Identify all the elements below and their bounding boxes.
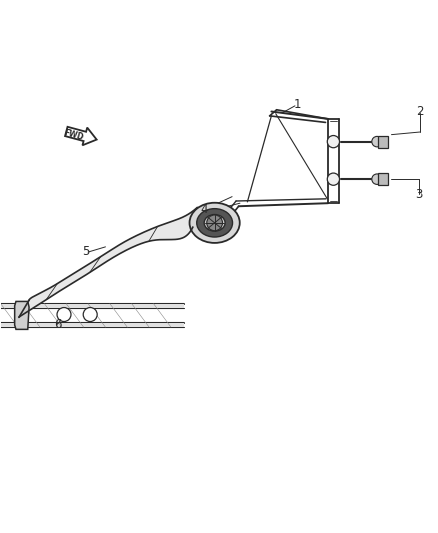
Ellipse shape [190, 203, 240, 243]
Circle shape [57, 308, 71, 321]
Circle shape [372, 136, 382, 147]
Bar [378, 173, 388, 185]
Bar [378, 135, 388, 148]
Text: 4: 4 [200, 203, 208, 216]
Polygon shape [0, 304, 184, 308]
Text: 3: 3 [415, 188, 423, 201]
Text: 5: 5 [82, 245, 89, 258]
Circle shape [83, 308, 97, 321]
Circle shape [372, 174, 382, 184]
Circle shape [327, 173, 339, 185]
Ellipse shape [197, 208, 233, 237]
Polygon shape [0, 323, 184, 327]
Polygon shape [19, 207, 197, 317]
Ellipse shape [204, 215, 225, 231]
Circle shape [327, 135, 339, 148]
Text: FWD: FWD [63, 128, 85, 142]
Text: 1: 1 [294, 99, 301, 111]
Text: 6: 6 [54, 318, 61, 330]
Circle shape [207, 215, 223, 231]
Polygon shape [14, 302, 29, 329]
Text: 2: 2 [416, 105, 424, 118]
